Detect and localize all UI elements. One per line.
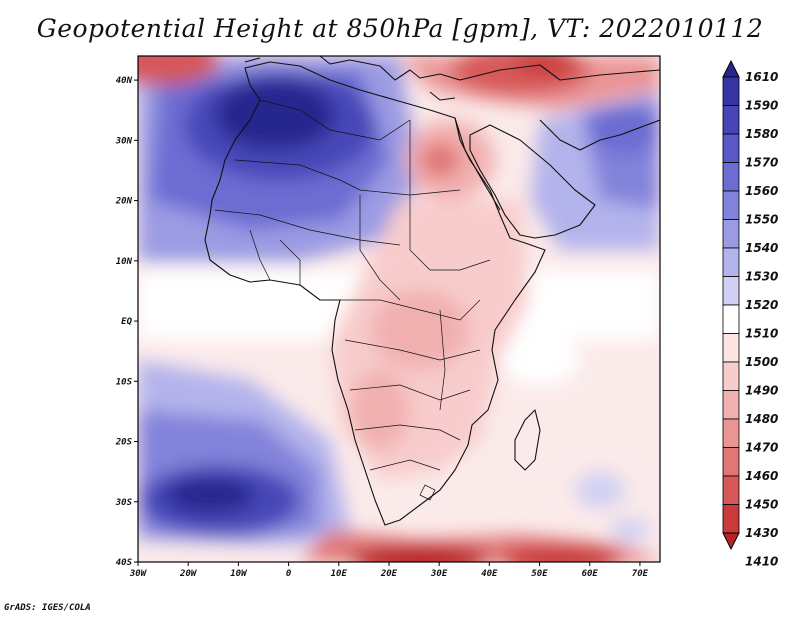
colorbar-label: 1510 <box>745 327 778 341</box>
x-tick-label: 10W <box>230 569 248 579</box>
colorbar-swatch <box>722 247 740 277</box>
colorbar-label: 1450 <box>745 498 778 512</box>
colorbar-label: 1530 <box>745 270 778 284</box>
y-tick-label: 10S <box>116 377 133 387</box>
x-axis-ticks: 30W 20W 10W 0 10E 20E 30E 40E 50E 60E 70E <box>129 562 649 579</box>
x-tick-label: 60E <box>582 569 599 579</box>
colorbar-swatch <box>722 276 740 306</box>
y-tick-label: 10N <box>116 257 133 267</box>
colorbar-swatch <box>722 133 740 163</box>
x-tick-label: 40E <box>481 569 498 579</box>
colorbar-label: 1580 <box>745 127 778 141</box>
colorbar-label: 1500 <box>745 355 778 369</box>
y-tick-label: 30N <box>115 136 133 146</box>
colorbar-top-arrow <box>722 59 740 78</box>
y-tick-label: 40N <box>116 76 133 86</box>
colorbar-label: 1610 <box>745 70 778 84</box>
colorbar: 1610 1590 1580 1570 1560 1550 1540 1530 1520 1510… <box>722 59 778 569</box>
colorbar-label: 1410 <box>745 555 778 569</box>
colorbar-label: 1460 <box>745 469 778 483</box>
y-tick-label: 30S <box>115 498 133 508</box>
colorbar-label: 1490 <box>745 384 778 398</box>
country-borders <box>214 99 491 501</box>
grads-credit: GrADS: IGES/COLA <box>4 603 91 613</box>
y-tick-label: 20S <box>115 438 133 448</box>
colorbar-label: 1480 <box>745 412 778 426</box>
coastlines <box>204 56 660 526</box>
x-tick-label: 20W <box>179 569 198 579</box>
y-tick-label: 20N <box>115 197 133 207</box>
colorbar-label: 1570 <box>745 156 778 170</box>
colorbar-swatch <box>722 105 740 135</box>
x-tick-label: 20E <box>380 569 398 579</box>
colorbar-swatch <box>722 361 740 391</box>
x-tick-label: 70E <box>632 569 649 579</box>
colorbar-swatch <box>722 504 740 534</box>
y-axis-ticks: 40N 30N 20N 10N EQ 10S 20S 30S 40S <box>115 76 138 568</box>
colorbar-swatch <box>722 190 740 220</box>
colorbar-swatch <box>722 219 740 249</box>
colorbar-bottom-arrow <box>722 532 740 551</box>
x-tick-label: 30W <box>129 569 148 579</box>
colorbar-swatch <box>722 333 740 363</box>
x-tick-label: 0 <box>286 569 292 579</box>
colorbar-swatch <box>722 418 740 448</box>
height-field <box>138 56 660 562</box>
colorbar-label: 1550 <box>745 213 778 227</box>
colorbar-swatch <box>722 76 740 106</box>
x-tick-label: 30E <box>430 569 448 579</box>
colorbar-swatch <box>722 162 740 192</box>
colorbar-label: 1540 <box>745 241 778 255</box>
map-title: Geopotential Height at 850hPa [gpm], VT:… <box>36 14 764 43</box>
colorbar-label: 1470 <box>745 441 778 455</box>
x-tick-label: 10E <box>331 569 348 579</box>
map-frame <box>137 55 661 563</box>
colorbar-label: 1430 <box>745 526 778 540</box>
colorbar-swatch <box>722 304 740 334</box>
colorbar-label: 1520 <box>745 298 778 312</box>
y-tick-label: 40S <box>116 558 133 568</box>
colorbar-swatch <box>722 390 740 420</box>
y-tick-label: EQ <box>121 317 132 327</box>
x-tick-label: 50E <box>531 569 548 579</box>
colorbar-label: 1590 <box>745 99 778 113</box>
colorbar-swatch <box>722 475 740 505</box>
colorbar-swatch <box>722 447 740 477</box>
colorbar-label: 1560 <box>745 184 778 198</box>
